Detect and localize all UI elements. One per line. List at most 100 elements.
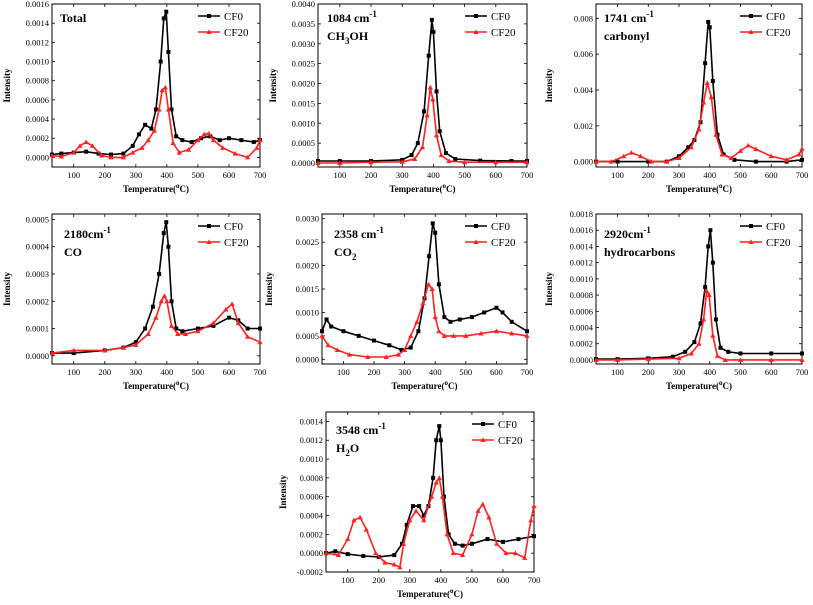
legend-label: CF0 [224,11,243,23]
chart-panel-2920: 100 200 300 400 500 600 700 0.0000 0.0002 0.0004 0… [544,209,808,391]
data-point [706,19,711,24]
data-point [429,17,434,22]
data-point [424,112,430,118]
data-point [158,59,163,64]
data-point [363,527,369,532]
data-point [226,315,231,320]
data-point [478,330,484,336]
data-point [708,94,714,100]
data-point [120,345,127,350]
data-point [696,126,702,132]
data-point [457,317,462,322]
data-point [446,158,452,164]
y-tick-label: 0.0015 [292,98,315,108]
legend-marker [206,239,212,244]
data-point [444,531,450,537]
y-tick-label: 0.0000 [300,548,323,558]
annotation-text: CH3OH [327,29,369,46]
data-point [460,543,465,548]
data-point [768,153,774,159]
legend-label: CF20 [498,435,523,447]
y-tick-label: 0.0000 [292,158,315,168]
series-cf20 [49,84,263,160]
data-point [704,288,710,294]
data-point [325,342,331,348]
data-point [71,351,76,356]
y-tick-label: 0.008 [574,13,593,23]
data-point [217,138,222,143]
legend-marker [480,437,486,442]
data-point [182,331,189,336]
data-point [784,157,790,162]
data-point [382,559,388,565]
data-point [165,106,172,112]
annotation-text: 1741 cm-1 [604,9,654,25]
annotation-text: carbonyl [604,29,650,43]
data-point [211,323,216,328]
x-tick-label: 200 [372,575,385,585]
plot-frame [317,3,528,168]
y-tick-label: 0.0010 [26,57,49,67]
y-tick-label: 0.0005 [296,331,319,341]
x-tick-label: 100 [67,170,80,180]
legend-marker [473,29,479,34]
data-point [395,352,402,357]
data-point [346,352,353,357]
data-point [391,561,397,567]
y-tick-label: 0.0000 [26,351,49,361]
y-axis-label: Intensity [278,475,288,510]
data-point [469,531,475,537]
data-point [99,152,105,158]
data-point [157,272,162,276]
data-point [509,319,514,324]
data-point [753,159,758,164]
data-point [49,152,55,158]
data-point [800,351,804,356]
y-tick-label: 0.0001 [26,324,49,334]
data-point [170,140,176,146]
plot-frame [595,3,803,168]
series-line-cf0 [321,223,528,351]
x-tick-label: 500 [734,367,747,377]
data-point [426,53,431,58]
data-point [210,137,217,143]
data-point [195,328,201,334]
data-point [528,517,534,523]
data-point [201,131,207,137]
x-tick-label: 500 [192,170,205,180]
y-tick-label: 0.0002 [26,296,49,306]
data-point [431,475,436,480]
legend-label: CF20 [766,27,791,39]
legend-label: CF0 [491,221,510,233]
data-point [89,143,95,148]
chart-panel-2358: 100 200 300 400 500 600 700 0.0000 0.0005 0.0010 0… [264,213,534,391]
x-axis-label: Temperature(oC) [666,379,732,391]
y-tick-label: 0.0010 [300,454,323,464]
data-point [450,550,456,556]
x-tick-label: 700 [521,367,534,377]
data-point [446,532,451,537]
x-tick-label: 100 [611,170,624,180]
annotation-text: 2358 cm-1 [334,225,384,241]
data-point [345,536,351,542]
data-point [438,438,443,443]
data-point [149,126,154,131]
y-tick-label: 0.0008 [570,290,593,300]
data-point [408,345,413,350]
data-point [185,147,192,152]
data-point [83,139,89,145]
data-point [156,106,162,112]
data-point [696,341,702,346]
x-axis-label: Temperature(oC) [123,182,189,194]
x-tick-label: 200 [642,170,655,180]
data-point [799,357,805,362]
data-point [415,141,420,146]
data-point [220,145,226,150]
x-tick-label: 400 [434,575,447,585]
data-point [421,517,427,523]
y-tick-label: 0.0012 [570,258,593,268]
data-point [737,148,744,153]
data-point [169,107,174,112]
data-point [96,151,101,156]
x-tick-label: 300 [129,367,142,377]
